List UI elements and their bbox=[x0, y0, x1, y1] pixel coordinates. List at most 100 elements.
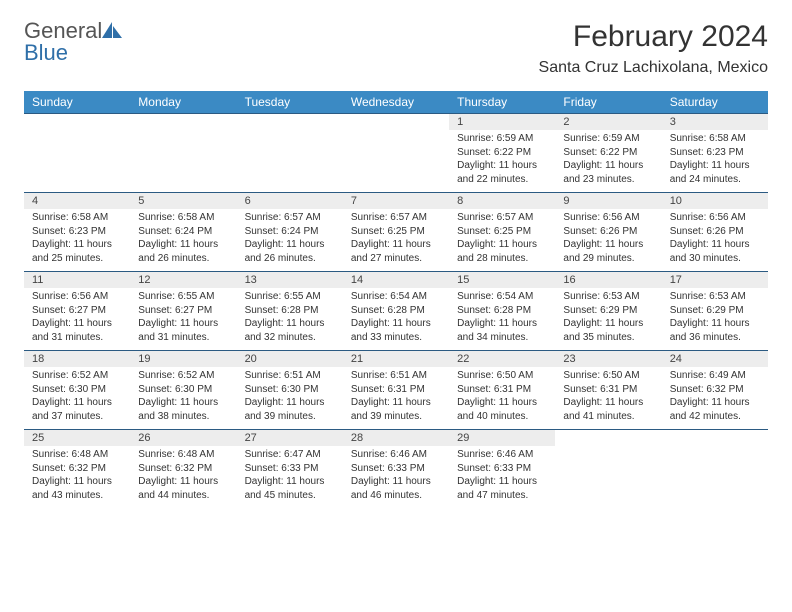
day-details-cell: Sunrise: 6:53 AMSunset: 6:29 PMDaylight:… bbox=[662, 288, 768, 351]
day-details-cell bbox=[237, 130, 343, 193]
sunset-text: Sunset: 6:29 PM bbox=[563, 304, 653, 318]
daylight-text: Daylight: 11 hours and 37 minutes. bbox=[32, 396, 122, 423]
sunset-text: Sunset: 6:27 PM bbox=[32, 304, 122, 318]
logo: General Blue bbox=[24, 20, 124, 64]
day-details-cell: Sunrise: 6:58 AMSunset: 6:23 PMDaylight:… bbox=[662, 130, 768, 193]
sunrise-text: Sunrise: 6:50 AM bbox=[457, 369, 547, 383]
day-number-cell: 27 bbox=[237, 430, 343, 447]
sunrise-text: Sunrise: 6:58 AM bbox=[32, 211, 122, 225]
weekday-header: Thursday bbox=[449, 91, 555, 114]
daylight-text: Daylight: 11 hours and 47 minutes. bbox=[457, 475, 547, 502]
day-details-cell: Sunrise: 6:48 AMSunset: 6:32 PMDaylight:… bbox=[24, 446, 130, 508]
day-details-row: Sunrise: 6:48 AMSunset: 6:32 PMDaylight:… bbox=[24, 446, 768, 508]
day-number-cell: 7 bbox=[343, 193, 449, 210]
day-number-cell: 6 bbox=[237, 193, 343, 210]
day-number-cell: 22 bbox=[449, 351, 555, 368]
day-details-cell: Sunrise: 6:51 AMSunset: 6:31 PMDaylight:… bbox=[343, 367, 449, 430]
day-number-row: 2526272829 bbox=[24, 430, 768, 447]
title-block: February 2024 Santa Cruz Lachixolana, Me… bbox=[539, 20, 768, 77]
sunrise-text: Sunrise: 6:56 AM bbox=[32, 290, 122, 304]
day-details-cell bbox=[555, 446, 661, 508]
day-number-cell: 1 bbox=[449, 114, 555, 131]
sunrise-text: Sunrise: 6:55 AM bbox=[138, 290, 228, 304]
day-details-cell bbox=[662, 446, 768, 508]
sunset-text: Sunset: 6:22 PM bbox=[563, 146, 653, 160]
day-number-cell bbox=[662, 430, 768, 447]
sunrise-text: Sunrise: 6:52 AM bbox=[138, 369, 228, 383]
day-details-row: Sunrise: 6:58 AMSunset: 6:23 PMDaylight:… bbox=[24, 209, 768, 272]
location-text: Santa Cruz Lachixolana, Mexico bbox=[539, 59, 768, 77]
sunrise-text: Sunrise: 6:54 AM bbox=[351, 290, 441, 304]
daylight-text: Daylight: 11 hours and 35 minutes. bbox=[563, 317, 653, 344]
day-number-cell: 19 bbox=[130, 351, 236, 368]
daylight-text: Daylight: 11 hours and 36 minutes. bbox=[670, 317, 760, 344]
page-title: February 2024 bbox=[539, 20, 768, 53]
daylight-text: Daylight: 11 hours and 32 minutes. bbox=[245, 317, 335, 344]
sunset-text: Sunset: 6:32 PM bbox=[32, 462, 122, 476]
day-details-cell: Sunrise: 6:49 AMSunset: 6:32 PMDaylight:… bbox=[662, 367, 768, 430]
day-details-cell: Sunrise: 6:52 AMSunset: 6:30 PMDaylight:… bbox=[24, 367, 130, 430]
weekday-row: SundayMondayTuesdayWednesdayThursdayFrid… bbox=[24, 91, 768, 114]
sunset-text: Sunset: 6:26 PM bbox=[670, 225, 760, 239]
logo-blue: Blue bbox=[24, 40, 68, 65]
day-details-cell: Sunrise: 6:56 AMSunset: 6:27 PMDaylight:… bbox=[24, 288, 130, 351]
weekday-header: Saturday bbox=[662, 91, 768, 114]
sunrise-text: Sunrise: 6:52 AM bbox=[32, 369, 122, 383]
day-number-cell: 20 bbox=[237, 351, 343, 368]
calendar-table: SundayMondayTuesdayWednesdayThursdayFrid… bbox=[24, 91, 768, 508]
daylight-text: Daylight: 11 hours and 26 minutes. bbox=[138, 238, 228, 265]
sunrise-text: Sunrise: 6:50 AM bbox=[563, 369, 653, 383]
daylight-text: Daylight: 11 hours and 23 minutes. bbox=[563, 159, 653, 186]
day-number-cell: 13 bbox=[237, 272, 343, 289]
daylight-text: Daylight: 11 hours and 41 minutes. bbox=[563, 396, 653, 423]
day-number-cell: 16 bbox=[555, 272, 661, 289]
day-details-cell: Sunrise: 6:46 AMSunset: 6:33 PMDaylight:… bbox=[343, 446, 449, 508]
sunrise-text: Sunrise: 6:58 AM bbox=[138, 211, 228, 225]
day-number-cell: 17 bbox=[662, 272, 768, 289]
daylight-text: Daylight: 11 hours and 24 minutes. bbox=[670, 159, 760, 186]
sunrise-text: Sunrise: 6:47 AM bbox=[245, 448, 335, 462]
day-number-cell: 14 bbox=[343, 272, 449, 289]
day-details-cell: Sunrise: 6:54 AMSunset: 6:28 PMDaylight:… bbox=[449, 288, 555, 351]
sunset-text: Sunset: 6:27 PM bbox=[138, 304, 228, 318]
daylight-text: Daylight: 11 hours and 39 minutes. bbox=[245, 396, 335, 423]
daylight-text: Daylight: 11 hours and 22 minutes. bbox=[457, 159, 547, 186]
sunrise-text: Sunrise: 6:56 AM bbox=[563, 211, 653, 225]
sunrise-text: Sunrise: 6:59 AM bbox=[457, 132, 547, 146]
sunrise-text: Sunrise: 6:53 AM bbox=[563, 290, 653, 304]
day-details-cell: Sunrise: 6:59 AMSunset: 6:22 PMDaylight:… bbox=[555, 130, 661, 193]
day-number-cell: 29 bbox=[449, 430, 555, 447]
daylight-text: Daylight: 11 hours and 46 minutes. bbox=[351, 475, 441, 502]
day-details-cell: Sunrise: 6:51 AMSunset: 6:30 PMDaylight:… bbox=[237, 367, 343, 430]
sunrise-text: Sunrise: 6:51 AM bbox=[351, 369, 441, 383]
sunset-text: Sunset: 6:32 PM bbox=[670, 383, 760, 397]
daylight-text: Daylight: 11 hours and 25 minutes. bbox=[32, 238, 122, 265]
day-details-cell: Sunrise: 6:59 AMSunset: 6:22 PMDaylight:… bbox=[449, 130, 555, 193]
day-number-cell: 25 bbox=[24, 430, 130, 447]
sunset-text: Sunset: 6:32 PM bbox=[138, 462, 228, 476]
day-details-cell: Sunrise: 6:50 AMSunset: 6:31 PMDaylight:… bbox=[555, 367, 661, 430]
day-details-cell: Sunrise: 6:53 AMSunset: 6:29 PMDaylight:… bbox=[555, 288, 661, 351]
sunset-text: Sunset: 6:22 PM bbox=[457, 146, 547, 160]
day-details-cell: Sunrise: 6:48 AMSunset: 6:32 PMDaylight:… bbox=[130, 446, 236, 508]
sunset-text: Sunset: 6:31 PM bbox=[457, 383, 547, 397]
header: General Blue February 2024 Santa Cruz La… bbox=[24, 20, 768, 77]
sunset-text: Sunset: 6:24 PM bbox=[138, 225, 228, 239]
day-number-cell: 12 bbox=[130, 272, 236, 289]
day-number-cell bbox=[343, 114, 449, 131]
sunset-text: Sunset: 6:28 PM bbox=[245, 304, 335, 318]
weekday-header: Sunday bbox=[24, 91, 130, 114]
day-number-row: 18192021222324 bbox=[24, 351, 768, 368]
logo-sail-icon bbox=[102, 22, 124, 40]
day-number-cell: 9 bbox=[555, 193, 661, 210]
day-details-cell: Sunrise: 6:57 AMSunset: 6:24 PMDaylight:… bbox=[237, 209, 343, 272]
day-number-cell: 2 bbox=[555, 114, 661, 131]
day-number-cell: 26 bbox=[130, 430, 236, 447]
day-details-cell: Sunrise: 6:55 AMSunset: 6:27 PMDaylight:… bbox=[130, 288, 236, 351]
daylight-text: Daylight: 11 hours and 44 minutes. bbox=[138, 475, 228, 502]
day-number-row: 11121314151617 bbox=[24, 272, 768, 289]
sunset-text: Sunset: 6:30 PM bbox=[245, 383, 335, 397]
day-details-row: Sunrise: 6:59 AMSunset: 6:22 PMDaylight:… bbox=[24, 130, 768, 193]
day-number-cell: 24 bbox=[662, 351, 768, 368]
weekday-header: Friday bbox=[555, 91, 661, 114]
